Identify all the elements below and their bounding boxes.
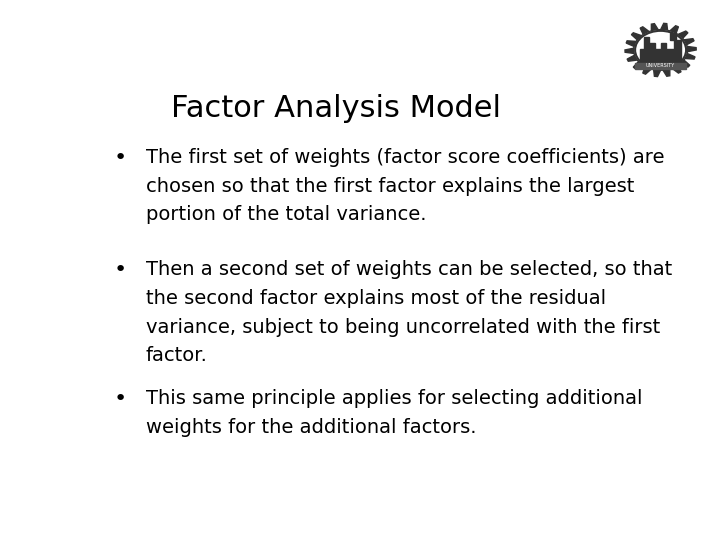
Polygon shape (644, 37, 649, 49)
Text: Then a second set of weights can be selected, so that
the second factor explains: Then a second set of weights can be sele… (145, 260, 672, 366)
Text: Factor Analysis Model: Factor Analysis Model (171, 94, 500, 123)
Text: •: • (114, 389, 127, 409)
Text: UNIVERSITY: UNIVERSITY (646, 63, 675, 69)
Polygon shape (670, 33, 676, 40)
Text: This same principle applies for selecting additional
weights for the additional : This same principle applies for selectin… (145, 389, 642, 437)
Text: The first set of weights (factor score coefficients) are
chosen so that the firs: The first set of weights (factor score c… (145, 148, 665, 225)
Polygon shape (625, 23, 696, 77)
Text: •: • (114, 260, 127, 280)
Polygon shape (640, 40, 681, 63)
Text: •: • (114, 148, 127, 168)
Circle shape (635, 31, 686, 69)
Polygon shape (635, 63, 686, 69)
